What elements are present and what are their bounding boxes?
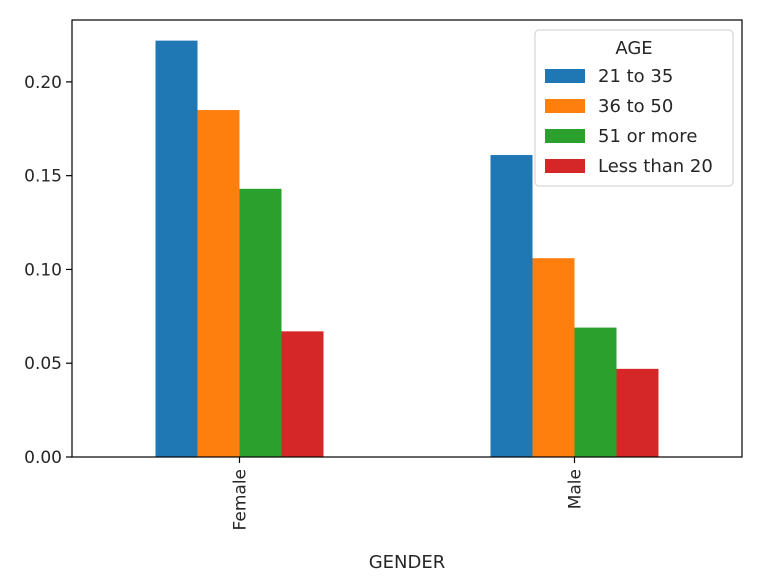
y-tick-label: 0.15	[24, 167, 62, 187]
x-axis-title: GENDER	[369, 552, 446, 573]
bar-female-21-to-35	[155, 40, 198, 458]
bar-female-51-or-more	[239, 188, 282, 457]
legend-label: Less than 20	[598, 156, 713, 177]
x-tick-label-female: Female	[231, 469, 251, 530]
y-axis-ticks: 0.00 0.05 0.10 0.15 0.20	[24, 73, 72, 468]
legend-swatch	[545, 69, 585, 83]
y-tick-label: 0.20	[24, 73, 62, 93]
bar-female-less-than-20	[281, 331, 324, 457]
y-tick-label: 0.05	[24, 354, 62, 374]
x-axis-ticks: Female Male	[231, 457, 586, 530]
bar-male-21-to-35	[490, 155, 533, 457]
bars-group	[155, 40, 659, 458]
x-tick-label-male: Male	[566, 469, 586, 509]
legend-label: 21 to 35	[598, 66, 673, 87]
y-tick-label: 0.00	[24, 448, 62, 468]
y-tick-label: 0.10	[24, 260, 62, 280]
legend-label: 51 or more	[598, 126, 697, 147]
bar-male-51-or-more	[574, 327, 617, 457]
legend-swatch	[545, 159, 585, 173]
legend-title: AGE	[615, 38, 652, 59]
plot-frame	[71, 19, 743, 458]
legend: AGE 21 to 35 36 to 50 51 or more Less than 2…	[534, 29, 734, 187]
bar-male-less-than-20	[616, 368, 659, 457]
bar-male-36-to-50	[532, 258, 575, 457]
legend-swatch	[545, 129, 585, 143]
legend-swatch	[545, 99, 585, 113]
legend-label: 36 to 50	[598, 96, 673, 117]
bar-female-36-to-50	[197, 110, 240, 457]
